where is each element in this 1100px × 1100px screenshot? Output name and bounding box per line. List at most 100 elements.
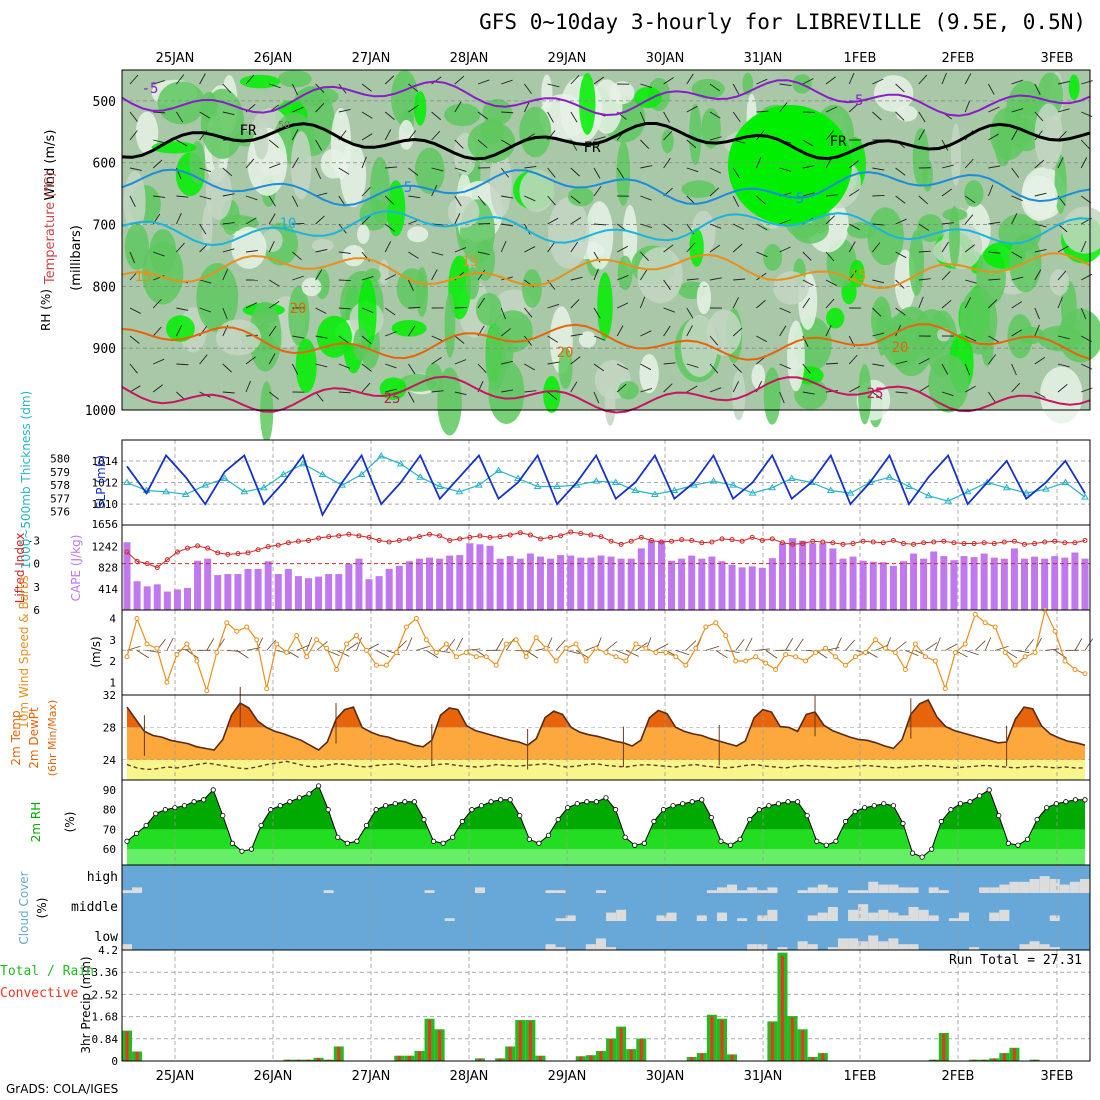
precip-convective-bar — [589, 1055, 593, 1061]
cloud-bar — [1069, 881, 1080, 893]
cloud-bar — [585, 944, 596, 950]
rh-marker — [814, 838, 820, 844]
wind-barb — [152, 159, 163, 169]
wind-barb — [292, 275, 304, 281]
wind-barb — [384, 241, 392, 253]
wind-speed-marker — [264, 686, 270, 692]
wind-barb — [663, 383, 673, 393]
wind-barb — [361, 156, 367, 169]
wind-barb — [431, 76, 442, 85]
lifted-index-marker — [679, 537, 685, 543]
date-label-top: 2FEB — [942, 51, 975, 66]
wind-barb — [941, 164, 954, 169]
rh-blob — [681, 180, 716, 198]
cape-bar — [315, 576, 323, 610]
wind-barb — [872, 363, 885, 367]
wind-barb — [663, 307, 675, 313]
lifted-index-marker — [316, 535, 322, 541]
wind-barb — [406, 637, 413, 651]
wind-barb — [825, 194, 838, 197]
wind-speed-marker — [1022, 654, 1028, 660]
rh-blob — [135, 111, 159, 154]
rh-marker — [248, 846, 255, 852]
cape-bar — [758, 567, 766, 610]
wind-speed-marker — [443, 641, 449, 647]
cloud-level-label: high — [87, 870, 118, 885]
wind-barb — [640, 195, 652, 201]
thickness-tick-label: 578 — [50, 479, 70, 492]
wind-barb — [755, 156, 762, 169]
rh-marker — [871, 803, 877, 809]
wind-barb — [779, 325, 787, 337]
wind-barb — [941, 188, 952, 197]
axis-label-wind10-units: (m/s) — [89, 636, 103, 667]
cloud-bar — [858, 941, 869, 950]
wind-barb — [269, 83, 281, 89]
wind-barb — [384, 307, 396, 316]
cape-bar — [910, 553, 918, 610]
wind-barb — [988, 106, 1000, 113]
wind-speed-marker — [583, 658, 589, 664]
rh-blob — [278, 70, 312, 88]
cape-bar — [1071, 552, 1079, 610]
wind-barb — [408, 83, 419, 92]
wind-barb — [785, 638, 793, 651]
rh-marker — [938, 818, 944, 825]
cloud-bar — [797, 941, 808, 950]
rh-marker — [948, 807, 954, 813]
rh-marker — [881, 801, 887, 807]
precip-convective-bar — [770, 1022, 774, 1061]
axis-label-thickness: 1000~500mb Thickness (dm) — [19, 391, 33, 569]
wind-barb — [895, 83, 905, 93]
wind-barb — [129, 251, 136, 264]
wind-barb — [593, 335, 606, 341]
wind-barb — [709, 187, 720, 197]
rh-blob — [541, 74, 553, 113]
contour-label: 10 — [280, 216, 297, 232]
rh-blob — [585, 201, 614, 270]
wind-speed-marker — [992, 624, 998, 630]
wind-barb — [570, 241, 578, 253]
wind-barb — [941, 72, 947, 85]
thickness-marker — [963, 487, 972, 495]
rh-marker — [287, 799, 293, 805]
thickness-marker — [1042, 485, 1050, 492]
wind-barb — [872, 242, 881, 253]
wind-barb — [176, 307, 189, 311]
cloud-bar — [858, 904, 869, 921]
lifted-index-marker — [911, 541, 917, 547]
contour-label: 25 — [384, 391, 401, 407]
cape-bar — [617, 558, 625, 610]
precip-convective-bar — [1033, 1059, 1037, 1061]
wind-barb — [732, 381, 740, 393]
cape-bar — [950, 560, 958, 610]
rh-blob — [379, 377, 407, 400]
rh-tick-label: 80 — [103, 804, 116, 817]
cloud-bar — [878, 941, 889, 950]
wind-barb — [686, 278, 699, 281]
wind-barb — [466, 648, 481, 651]
cape-bar — [224, 574, 232, 610]
cloud-bar — [827, 947, 838, 950]
rh-tick-label: 90 — [103, 784, 116, 797]
wind-speed-marker — [633, 641, 639, 647]
lifted-index-marker — [174, 549, 180, 555]
wind-barb — [129, 307, 141, 314]
wind-barb — [593, 136, 606, 141]
wind-barb — [732, 243, 743, 253]
rh-blob — [728, 105, 852, 225]
wind-barb — [376, 650, 389, 658]
cape-bar — [980, 553, 988, 610]
wind-barb — [129, 111, 138, 122]
rh-marker — [804, 812, 810, 819]
date-label-top: 30JAN — [646, 51, 685, 66]
wind-speed-marker — [473, 654, 479, 660]
wind-barb — [153, 358, 165, 365]
rh-blob — [896, 105, 918, 122]
rh-blob — [254, 122, 269, 160]
wind-speed-marker — [593, 645, 599, 651]
cloud-bar — [706, 890, 717, 893]
wind-barb — [779, 246, 791, 253]
lifted-index-marker — [1042, 539, 1048, 545]
rh-marker — [977, 793, 983, 799]
